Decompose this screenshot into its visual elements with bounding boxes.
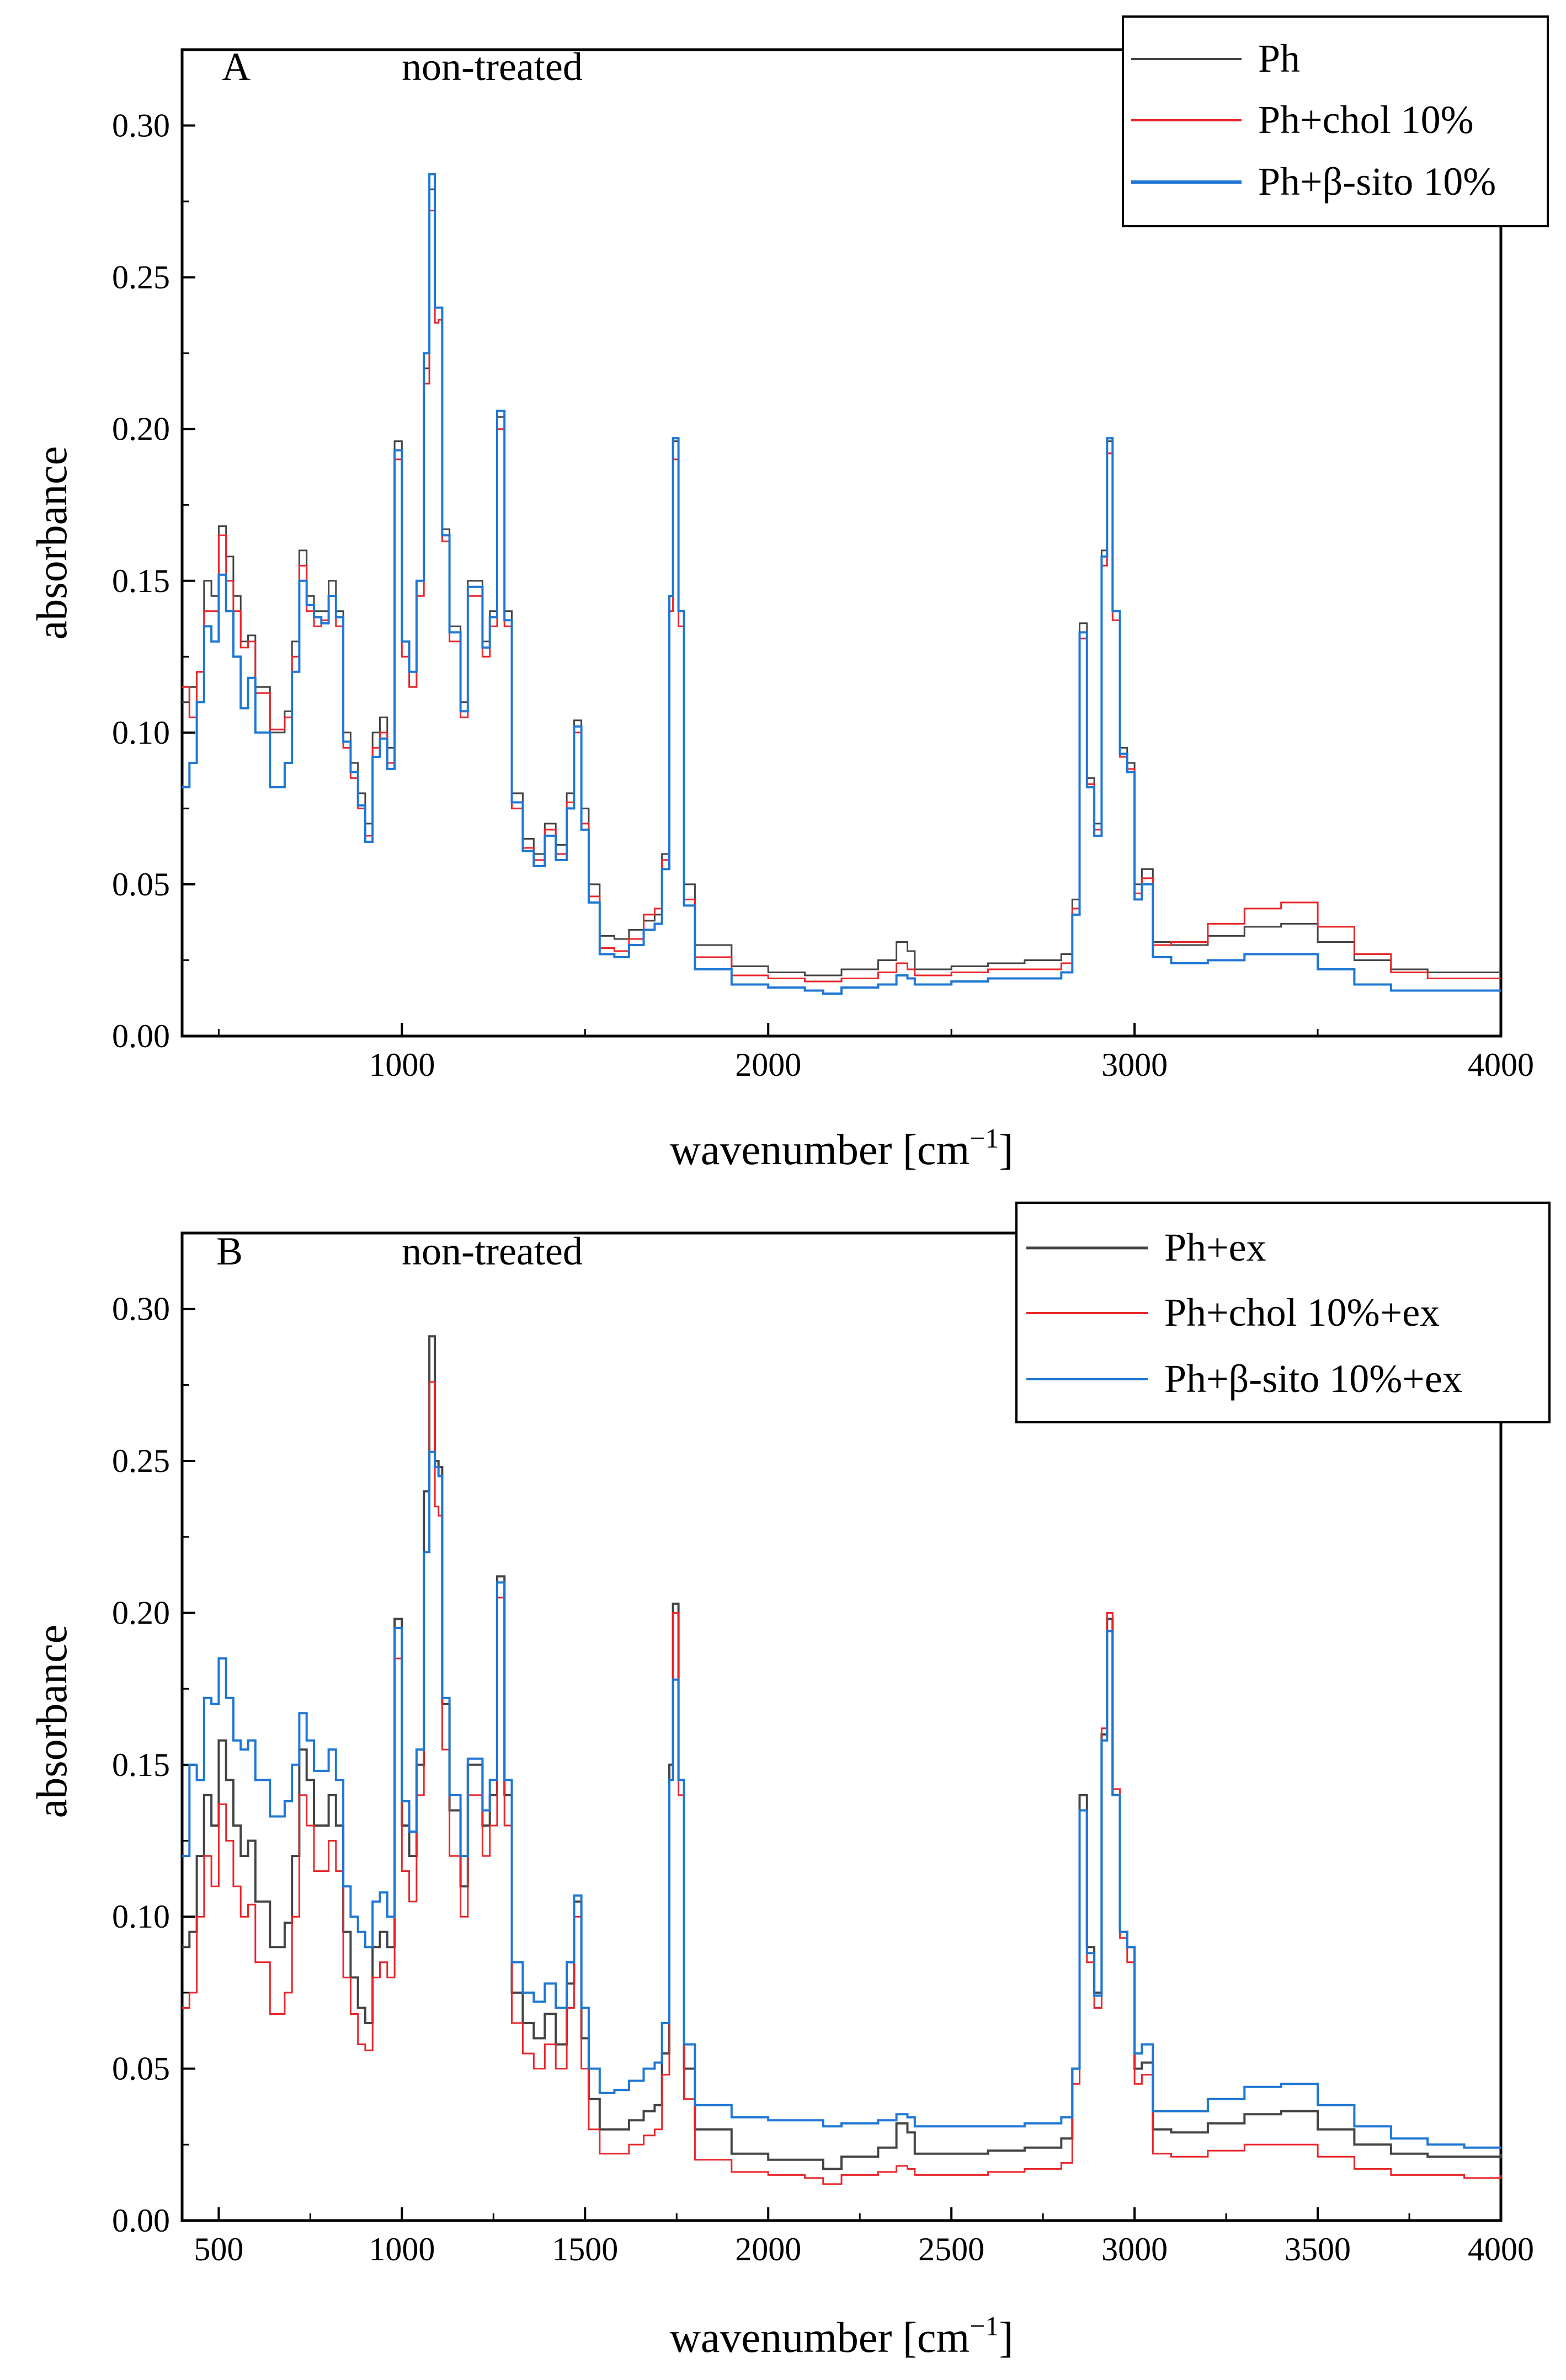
plot-frame bbox=[180, 48, 1503, 1038]
panel-letter: A bbox=[222, 45, 251, 89]
y-axis-title: absorbance bbox=[28, 446, 76, 640]
y-tick-label: 0.10 bbox=[112, 714, 170, 751]
y-tick-label: 0.00 bbox=[112, 1018, 170, 1054]
x-tick-label: 4000 bbox=[1468, 1047, 1534, 1083]
x-axis-title-text: wavenumber [cm bbox=[670, 1125, 970, 1173]
y-tick-label: 0.30 bbox=[112, 108, 170, 144]
legend-label: Ph+β-sito 10%+ex bbox=[1164, 1357, 1462, 1401]
panel-a: 0.00 0.05 0.10 0.15 0.20 0.25 0.30 1000 2000 300… bbox=[28, 15, 1549, 1173]
y-tick-label: 0.10 bbox=[112, 1898, 170, 1935]
x-axis-title: wavenumber [cm−1] bbox=[670, 1123, 1014, 1173]
x-tick-label: 1000 bbox=[369, 1047, 435, 1083]
panel-b: 0.00 0.05 0.10 0.15 0.20 0.25 0.30 500 1000 1500… bbox=[28, 1202, 1551, 2361]
panel-annotation: non-treated bbox=[402, 45, 583, 89]
x-tick-label: 500 bbox=[194, 2231, 243, 2267]
x-tick-label: 1500 bbox=[552, 2231, 618, 2267]
x-axis-title-suffix: ] bbox=[999, 2313, 1013, 2361]
y-tick-label: 0.25 bbox=[112, 259, 170, 296]
legend: Ph Ph+chol 10% Ph+β-sito 10% bbox=[1122, 15, 1549, 227]
y-tick-label: 0.15 bbox=[112, 1747, 170, 1783]
legend-entry: Ph+chol 10%+ex bbox=[1026, 1290, 1440, 1335]
legend-label: Ph+β-sito 10% bbox=[1258, 159, 1496, 204]
y-axis: 0.00 0.05 0.10 0.15 0.20 0.25 0.30 bbox=[112, 1291, 195, 2239]
y-tick-label: 0.20 bbox=[112, 1594, 170, 1631]
y-tick-label: 0.20 bbox=[112, 411, 170, 447]
legend-label: Ph+chol 10% bbox=[1258, 98, 1474, 142]
x-tick-label: 3000 bbox=[1101, 2231, 1168, 2267]
legend-entry: Ph+β-sito 10%+ex bbox=[1026, 1357, 1462, 1401]
y-tick-label: 0.15 bbox=[112, 563, 170, 599]
x-tick-label: 1000 bbox=[369, 2231, 435, 2267]
x-axis-title: wavenumber [cm−1] bbox=[670, 2310, 1014, 2361]
x-axis-title-sup: −1 bbox=[970, 1123, 999, 1154]
plot-frame bbox=[180, 1231, 1503, 2222]
x-axis-title-sup: −1 bbox=[970, 2310, 999, 2341]
x-axis: 500 1000 1500 2000 2500 3000 3500 4000 bbox=[194, 2207, 1534, 2267]
x-axis-title-suffix: ] bbox=[999, 1125, 1013, 1173]
x-tick-label: 2000 bbox=[735, 2231, 801, 2267]
x-tick-label: 4000 bbox=[1468, 2231, 1534, 2267]
series-line bbox=[182, 173, 1501, 995]
legend-entry: Ph+ex bbox=[1026, 1225, 1266, 1269]
y-tick-label: 0.30 bbox=[112, 1291, 170, 1327]
x-tick-label: 3500 bbox=[1285, 2231, 1351, 2267]
x-tick-label: 3000 bbox=[1101, 1047, 1168, 1083]
legend-label: Ph bbox=[1258, 36, 1300, 81]
series-line bbox=[182, 1381, 1502, 2185]
legend-entry: Ph bbox=[1131, 36, 1300, 81]
series-line bbox=[182, 210, 1501, 983]
y-tick-label: 0.05 bbox=[112, 2051, 170, 2087]
panel-letter: B bbox=[216, 1229, 243, 1273]
legend: Ph+ex Ph+chol 10%+ex Ph+β-sito 10%+ex bbox=[1015, 1202, 1551, 1423]
legend-entry: Ph+chol 10% bbox=[1131, 98, 1474, 142]
x-tick-label: 2000 bbox=[735, 1047, 801, 1083]
legend-label: Ph+ex bbox=[1164, 1225, 1266, 1269]
series-group bbox=[182, 1335, 1502, 2185]
series-line bbox=[182, 1450, 1501, 2149]
x-tick-label: 2500 bbox=[918, 2231, 984, 2267]
legend-label: Ph+chol 10%+ex bbox=[1164, 1290, 1440, 1335]
y-axis: 0.00 0.05 0.10 0.15 0.20 0.25 0.30 bbox=[112, 108, 195, 1054]
legend-entry: Ph+β-sito 10% bbox=[1131, 159, 1496, 204]
y-axis-title: absorbance bbox=[28, 1625, 76, 1818]
panel-annotation: non-treated bbox=[402, 1229, 583, 1273]
x-axis: 1000 2000 3000 4000 bbox=[217, 1023, 1534, 1083]
y-tick-label: 0.25 bbox=[112, 1443, 170, 1479]
x-axis-title-text: wavenumber [cm bbox=[670, 2313, 970, 2361]
y-tick-label: 0.05 bbox=[112, 866, 170, 903]
y-tick-label: 0.00 bbox=[112, 2202, 170, 2239]
series-group bbox=[182, 173, 1501, 995]
